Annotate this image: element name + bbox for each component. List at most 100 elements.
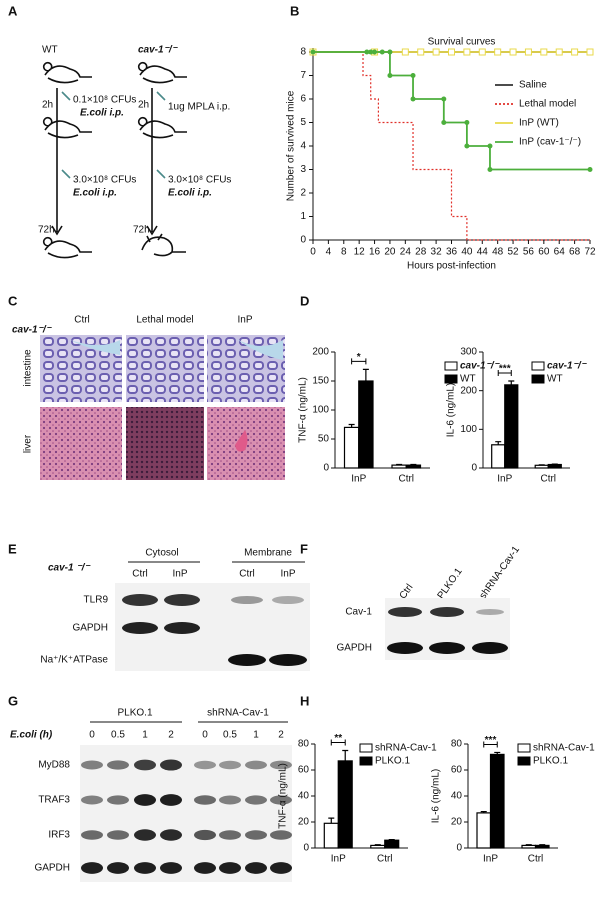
- panel-label: E: [8, 541, 17, 556]
- y-tick-label: 0: [471, 463, 477, 474]
- marker: [495, 49, 501, 55]
- lane-label: shRNA-Cav-1: [478, 544, 523, 601]
- band: [107, 795, 129, 804]
- dose: 1ug MPLA i.p.: [168, 102, 230, 113]
- band: [245, 761, 267, 770]
- dose: 0.1×10⁸ CFUs: [73, 95, 136, 106]
- band: [429, 642, 465, 654]
- bar: [491, 754, 505, 848]
- legend-label: cav-1⁻/⁻: [547, 361, 588, 372]
- marker: [588, 167, 593, 172]
- legend-label: shRNA-Cav-1: [533, 743, 595, 754]
- band: [245, 830, 267, 840]
- legend-swatch: [360, 757, 372, 765]
- x-tick-label: Ctrl: [528, 854, 544, 865]
- y-tick-label: 20: [298, 817, 310, 828]
- group-title: WT: [42, 45, 58, 56]
- band: [122, 622, 158, 634]
- band: [269, 654, 307, 666]
- lane-label: 2: [278, 730, 284, 741]
- micrograph: [126, 335, 204, 402]
- marker: [525, 49, 531, 55]
- x-tick-label: 48: [492, 247, 504, 258]
- row-label: GAPDH: [72, 623, 108, 634]
- chart-title: Survival curves: [428, 37, 496, 48]
- legend-label: InP (WT): [519, 118, 559, 129]
- x-tick-label: 56: [523, 247, 535, 258]
- band: [164, 622, 200, 634]
- legend-label: cav-1⁻/⁻: [460, 361, 501, 372]
- column-label: InP: [237, 315, 252, 326]
- lane-label: 1: [142, 730, 148, 741]
- time: 72h: [133, 225, 150, 236]
- lane-label: Ctrl: [132, 569, 148, 580]
- bar: [338, 761, 352, 848]
- legend-swatch: [445, 362, 457, 370]
- band: [107, 760, 129, 769]
- bar: [536, 845, 550, 848]
- panel-label: A: [8, 3, 18, 18]
- marker: [449, 49, 455, 55]
- significance-label: ***: [499, 364, 511, 375]
- bar: [392, 465, 406, 468]
- mouse: [44, 63, 92, 83]
- group-label: shRNA-Cav-1: [207, 708, 269, 719]
- lane-label: 0: [202, 730, 208, 741]
- error-bar: [539, 845, 545, 846]
- legend-label: PLKO.1: [375, 756, 410, 767]
- marker: [510, 49, 516, 55]
- x-tick-label: InP: [483, 854, 498, 865]
- row-label: intestine: [23, 349, 34, 387]
- y-tick-label: 150: [312, 376, 329, 387]
- marker: [572, 49, 578, 55]
- mouse: [139, 118, 187, 138]
- y-tick-label: 20: [451, 817, 463, 828]
- band: [160, 794, 182, 806]
- micrograph: [126, 407, 204, 480]
- band: [272, 596, 304, 604]
- band: [388, 607, 422, 617]
- schematic: [44, 63, 187, 258]
- bar: [477, 813, 491, 848]
- band: [430, 607, 464, 617]
- x-tick-label: 60: [538, 247, 550, 258]
- x-tick-label: 36: [446, 247, 458, 258]
- bar: [492, 445, 505, 468]
- band: [160, 829, 182, 840]
- y-axis-label: TNF-α (ng/mL): [278, 763, 289, 829]
- genotype: cav-1⁻/⁻: [12, 325, 53, 336]
- y-tick-label: 200: [312, 347, 329, 358]
- group-title: cav-1⁻/⁻: [138, 45, 179, 56]
- bar: [345, 427, 359, 468]
- y-tick-label: 100: [460, 424, 477, 435]
- band: [194, 830, 216, 840]
- lane-label: 0.5: [223, 730, 237, 741]
- y-axis-label: Number of survived mice: [286, 90, 297, 201]
- marker: [441, 120, 446, 125]
- lane-label: 2: [168, 730, 174, 741]
- y-tick-label: 6: [300, 94, 306, 105]
- panel-label: B: [290, 3, 299, 18]
- lane-label: 1: [253, 730, 259, 741]
- bar: [548, 465, 561, 468]
- band: [245, 862, 267, 874]
- column-label: Lethal model: [136, 315, 193, 326]
- x-tick-label: 52: [507, 247, 519, 258]
- x-tick-label: Ctrl: [377, 854, 393, 865]
- error-bar: [389, 840, 395, 841]
- lane-label: InP: [172, 569, 187, 580]
- marker: [402, 49, 408, 55]
- legend-label: InP (cav-1⁻/⁻): [519, 137, 581, 148]
- error-bar: [342, 751, 348, 761]
- row-label: GAPDH: [336, 643, 372, 654]
- x-tick-label: 16: [369, 247, 381, 258]
- error-bar: [526, 845, 532, 846]
- legend-label: Lethal model: [519, 99, 576, 110]
- micrograph: [40, 407, 122, 480]
- band: [134, 862, 156, 874]
- band: [81, 862, 103, 874]
- time: 2h: [42, 100, 53, 111]
- band: [81, 761, 103, 770]
- error-bar: [363, 369, 369, 381]
